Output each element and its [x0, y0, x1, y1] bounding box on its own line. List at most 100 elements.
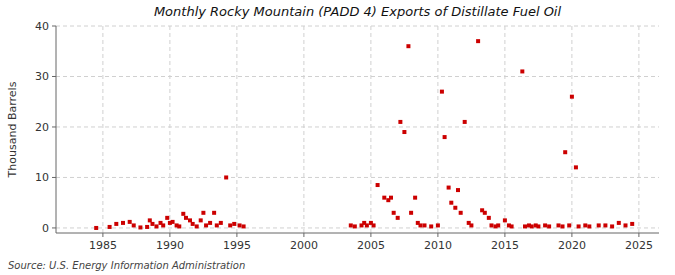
point: [447, 186, 451, 190]
point: [181, 212, 185, 216]
point: [228, 223, 232, 227]
grid-line-x: [102, 26, 103, 233]
source-note: Source: U.S. Energy Information Administ…: [8, 260, 245, 271]
point: [392, 211, 396, 215]
point: [577, 224, 581, 228]
tick-label-x: 2010: [424, 239, 452, 252]
point: [165, 216, 169, 220]
point: [413, 196, 417, 200]
tick-y: [52, 227, 56, 228]
grid-line-x: [169, 26, 170, 233]
point: [557, 223, 561, 227]
point: [150, 222, 154, 226]
point: [624, 223, 628, 227]
y-axis-line: [56, 26, 57, 233]
point: [476, 39, 480, 43]
point: [543, 223, 547, 227]
grid-line-x: [437, 26, 438, 233]
point: [161, 223, 165, 227]
tick-label-x: 2020: [558, 239, 586, 252]
point: [530, 224, 534, 228]
point: [121, 221, 125, 225]
tick-x: [437, 233, 438, 237]
point: [132, 223, 136, 227]
points: [94, 39, 634, 230]
point: [443, 135, 447, 139]
y-axis-label: Thousand Barrels: [6, 81, 19, 178]
tick-label-x: 2025: [625, 239, 653, 252]
point: [365, 223, 369, 227]
tick-label-x: 2005: [357, 239, 385, 252]
point: [389, 196, 393, 200]
point: [201, 211, 205, 215]
point: [177, 224, 181, 228]
point: [204, 223, 208, 227]
point: [148, 218, 152, 222]
grid-line-x: [504, 26, 505, 233]
grid-line-x: [370, 26, 371, 233]
tick-x: [236, 233, 237, 237]
tick-x: [102, 233, 103, 237]
point: [212, 211, 216, 215]
point: [574, 165, 578, 169]
point: [349, 223, 353, 227]
point: [463, 120, 467, 124]
point: [208, 221, 212, 225]
point: [396, 216, 400, 220]
grid-line-x: [571, 26, 572, 233]
tick-label-y: 40: [35, 20, 49, 33]
point: [406, 44, 410, 48]
point: [583, 223, 587, 227]
tick-label-x: 2015: [491, 239, 519, 252]
grid-line-x: [236, 26, 237, 233]
point: [547, 224, 551, 228]
point: [510, 224, 514, 228]
tick-y: [52, 26, 56, 27]
point: [219, 221, 223, 225]
tick-label-y: 20: [35, 121, 49, 134]
tick-x: [303, 233, 304, 237]
tick-label-x: 1990: [156, 239, 184, 252]
point: [195, 224, 199, 228]
point: [520, 69, 524, 73]
title: Monthly Rocky Mountain (PADD 4) Exports …: [154, 4, 562, 19]
point: [199, 218, 203, 222]
point: [138, 225, 142, 229]
point: [496, 223, 500, 227]
point: [171, 220, 175, 224]
tick-x: [638, 233, 639, 237]
point: [372, 223, 376, 227]
point: [630, 222, 634, 226]
grid-line-y: [56, 177, 659, 178]
point: [570, 95, 574, 99]
point: [376, 183, 380, 187]
point: [224, 175, 228, 179]
tick-label-x: 1985: [89, 239, 117, 252]
point: [563, 150, 567, 154]
grid-line-y: [56, 26, 659, 27]
point: [561, 224, 565, 228]
tick-y: [52, 76, 56, 77]
point: [155, 224, 159, 228]
point: [567, 223, 571, 227]
point: [523, 224, 527, 228]
point: [487, 216, 491, 220]
point: [114, 222, 118, 226]
point: [483, 211, 487, 215]
point: [453, 206, 457, 210]
tick-x: [571, 233, 572, 237]
point: [398, 120, 402, 124]
point: [587, 224, 591, 228]
tick-x: [169, 233, 170, 237]
tick-label-x: 2000: [290, 239, 318, 252]
point: [108, 225, 112, 229]
tick-label-y: 10: [35, 171, 49, 184]
tick-x: [504, 233, 505, 237]
point: [353, 224, 357, 228]
point: [402, 130, 406, 134]
point: [188, 218, 192, 222]
point: [456, 188, 460, 192]
grid-line-x: [303, 26, 304, 233]
point: [242, 224, 246, 228]
grid: [56, 26, 659, 233]
